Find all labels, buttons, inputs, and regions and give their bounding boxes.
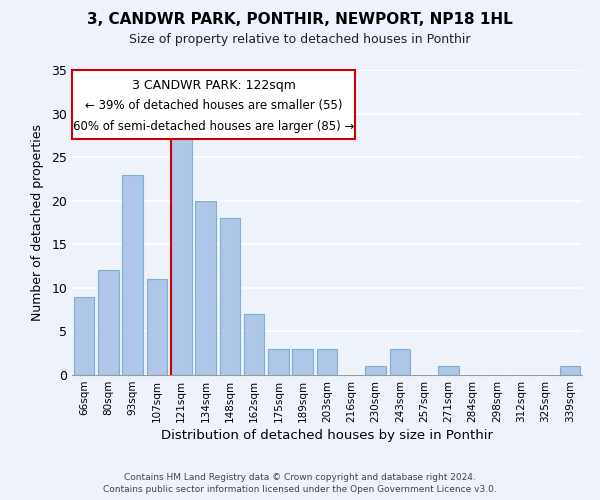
Bar: [146, 279, 167, 375]
Bar: [220, 218, 240, 375]
Y-axis label: Number of detached properties: Number of detached properties: [31, 124, 44, 321]
Bar: [560, 366, 580, 375]
Text: Contains HM Land Registry data © Crown copyright and database right 2024.: Contains HM Land Registry data © Crown c…: [124, 472, 476, 482]
X-axis label: Distribution of detached houses by size in Ponthir: Distribution of detached houses by size …: [161, 429, 493, 442]
Bar: [268, 349, 289, 375]
Text: Contains public sector information licensed under the Open Government Licence v3: Contains public sector information licen…: [103, 485, 497, 494]
Text: 60% of semi-detached houses are larger (85) →: 60% of semi-detached houses are larger (…: [73, 120, 354, 133]
Bar: [292, 349, 313, 375]
Bar: [122, 174, 143, 375]
Bar: [74, 296, 94, 375]
Text: 3 CANDWR PARK: 122sqm: 3 CANDWR PARK: 122sqm: [131, 78, 295, 92]
Text: 3, CANDWR PARK, PONTHIR, NEWPORT, NP18 1HL: 3, CANDWR PARK, PONTHIR, NEWPORT, NP18 1…: [87, 12, 513, 28]
Bar: [389, 349, 410, 375]
FancyBboxPatch shape: [72, 70, 355, 138]
Text: Size of property relative to detached houses in Ponthir: Size of property relative to detached ho…: [129, 32, 471, 46]
Bar: [98, 270, 119, 375]
Text: ← 39% of detached houses are smaller (55): ← 39% of detached houses are smaller (55…: [85, 99, 342, 112]
Bar: [365, 366, 386, 375]
Bar: [195, 200, 216, 375]
Bar: [317, 349, 337, 375]
Bar: [438, 366, 459, 375]
Bar: [171, 131, 191, 375]
Bar: [244, 314, 265, 375]
